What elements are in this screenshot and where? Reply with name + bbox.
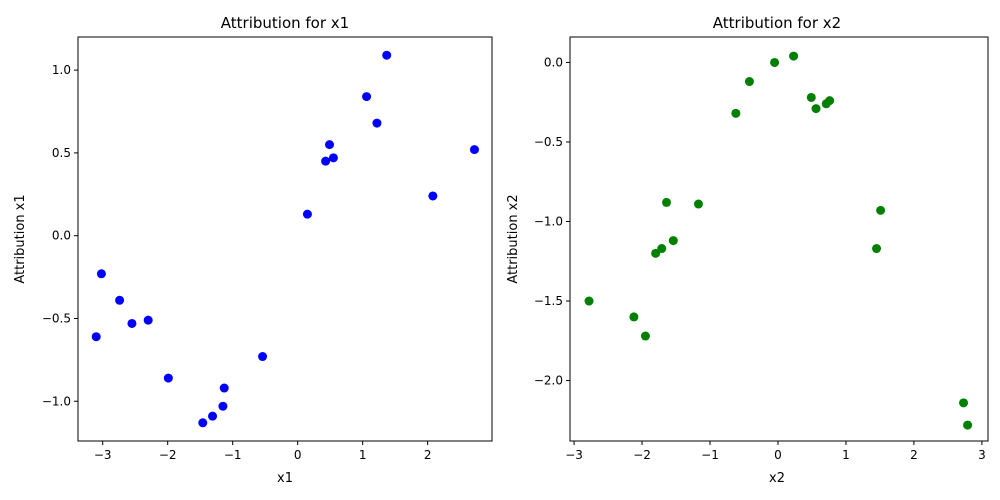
plot-frame: [569, 36, 989, 442]
y-tick-label: 0.5: [52, 146, 71, 160]
y-tick-label: −2.0: [534, 374, 563, 388]
y-tick-label: 1.0: [52, 63, 71, 77]
scatter-points: [91, 50, 479, 428]
scatter-point: [662, 197, 672, 207]
chart-title: Attribution for x1: [221, 14, 349, 32]
scatter-points: [584, 51, 973, 430]
scatter-point: [825, 96, 835, 106]
scatter-point: [584, 296, 594, 306]
x-tick-label: −3: [565, 448, 583, 462]
x-tick-label: −2: [159, 448, 177, 462]
x-tick-label: 0: [774, 448, 782, 462]
y-tick-label: −0.5: [42, 311, 71, 325]
scatter-point: [115, 295, 125, 305]
x-tick-label: 2: [910, 448, 918, 462]
y-tick-label: −0.5: [534, 135, 563, 149]
scatter-point: [328, 153, 338, 163]
x-tick-label: −1: [224, 448, 242, 462]
scatter-point: [657, 244, 667, 254]
scatter-point: [731, 108, 741, 118]
x-tick-label: −2: [633, 448, 651, 462]
x-tick-label: 3: [978, 448, 986, 462]
y-tick-label: 0.0: [544, 55, 563, 69]
x-tick-label: −3: [94, 448, 112, 462]
scatter-point: [668, 236, 678, 246]
scatter-point: [876, 205, 886, 215]
scatter-point: [629, 312, 639, 322]
x-axis-label: x2: [769, 471, 785, 486]
y-tick-label: −1.0: [534, 215, 563, 229]
x-tick-label: −1: [701, 448, 719, 462]
scatter-point: [806, 92, 816, 102]
scatter-point: [640, 331, 650, 341]
scatter-point: [302, 209, 312, 219]
x-tick-label: 2: [424, 448, 432, 462]
scatter-point: [469, 145, 479, 155]
tick-marks: −3 −2 −1 0 1 2 −1.0 −0.5 0.0 0.5 1.0: [42, 63, 432, 462]
chart-panel-x1: Attribution for x1 −3 −2 −1 0 1 2 −1.0 −0.5 0.0 0…: [13, 14, 493, 486]
scatter-point: [96, 269, 106, 279]
scatter-point: [872, 244, 882, 254]
y-tick-label: −1.0: [42, 394, 71, 408]
scatter-point: [91, 332, 101, 342]
scatter-point: [789, 51, 799, 61]
scatter-point: [372, 118, 382, 128]
x-tick-label: 1: [842, 448, 850, 462]
plot-frame: [77, 36, 493, 442]
scatter-point: [127, 318, 137, 328]
y-tick-label: 0.0: [52, 229, 71, 243]
scatter-point: [208, 411, 218, 421]
scatter-point: [219, 383, 229, 393]
scatter-point: [325, 140, 335, 150]
scatter-point: [693, 199, 703, 209]
y-axis-label: Attribution x2: [506, 194, 521, 283]
scatter-point: [428, 191, 438, 201]
scatter-point: [143, 315, 153, 325]
y-tick-label: −1.5: [534, 294, 563, 308]
chart-title: Attribution for x2: [713, 14, 841, 32]
scatter-point: [362, 92, 372, 102]
y-axis-label: Attribution x1: [13, 194, 28, 283]
tick-marks: −3 −2 −1 0 1 2 3 −2.0 −1.5 −1.0 −0.5 0.0: [534, 55, 986, 462]
scatter-point: [382, 50, 392, 60]
x-tick-label: 0: [294, 448, 302, 462]
scatter-point: [963, 420, 973, 430]
scatter-point: [811, 104, 821, 114]
x-axis-label: x1: [277, 471, 293, 486]
x-tick-label: 1: [359, 448, 367, 462]
scatter-point: [744, 77, 754, 87]
scatter-point: [218, 401, 228, 411]
scatter-point: [258, 352, 268, 362]
scatter-point: [163, 373, 173, 383]
scatter-point: [770, 57, 780, 67]
scatter-point: [198, 418, 208, 428]
scatter-point: [959, 398, 969, 408]
scatter-point: [651, 248, 661, 258]
chart-panel-x2: Attribution for x2 −3 −2 −1 0 1 2 3 −2.0 −1.5 −1.…: [506, 14, 989, 486]
scatter-point: [321, 156, 331, 166]
